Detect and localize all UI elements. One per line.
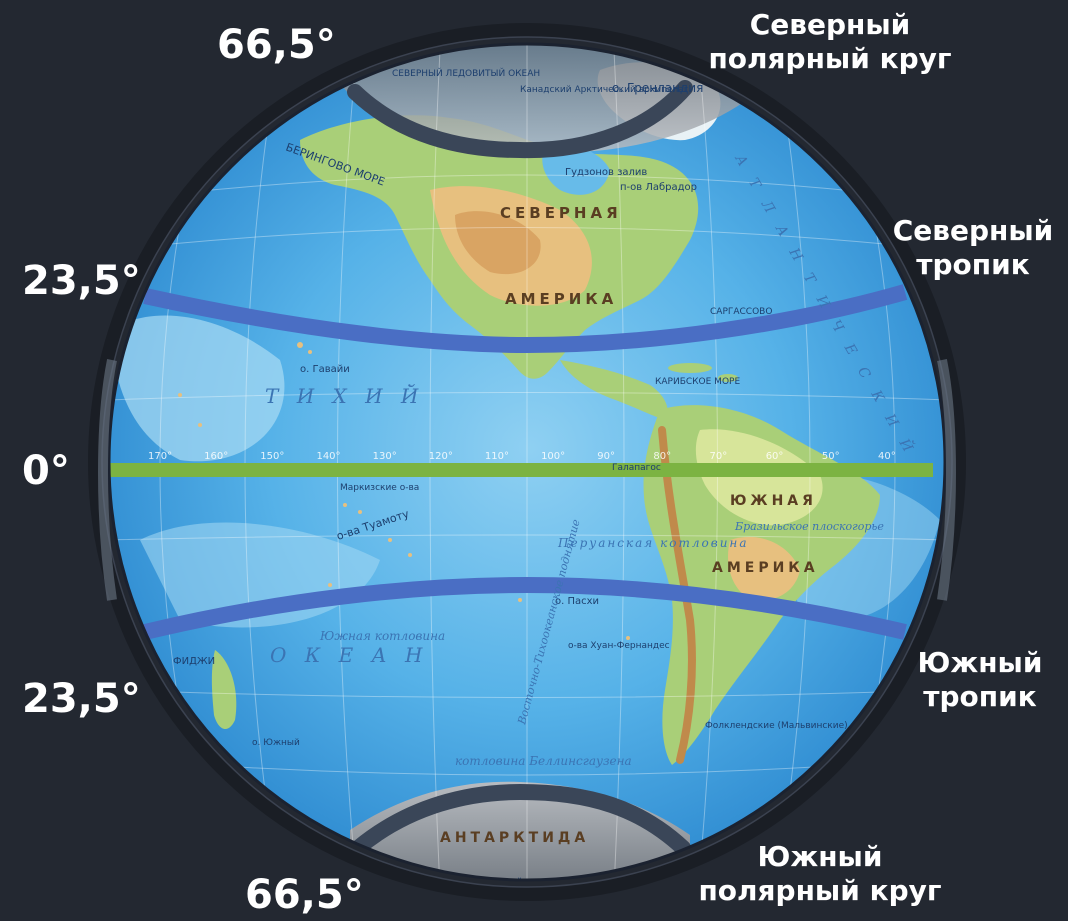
- longitude-label: 70°: [710, 451, 728, 462]
- north-polar-circle-label-line1: Северный: [749, 8, 911, 41]
- degree-label-equator: 0°: [22, 448, 70, 494]
- south-tropic-label: Южный тропик: [900, 646, 1060, 713]
- north-america-label-1: СЕВЕРНАЯ: [500, 204, 622, 222]
- bellingshausen-label: котловина Беллинсгаузена: [455, 754, 632, 768]
- greenland-label: о. Гренландия: [612, 81, 703, 95]
- south-polar-circle-label-line1: Южный: [757, 840, 883, 873]
- longitude-labels: 170° 160° 150° 140° 130° 120° 110° 100° 90° 80° 70…: [148, 451, 896, 462]
- fiji-label: ФИДЖИ: [173, 656, 215, 667]
- north-polar-circle-label: Северный полярный круг: [700, 8, 960, 75]
- equator-line: [109, 463, 933, 477]
- galapagos-label: Галапагос: [612, 463, 661, 473]
- north-america-label-2: АМЕРИКА: [505, 290, 617, 308]
- hawaii-label: о. Гавайи: [300, 364, 350, 375]
- north-tropic-label-line1: Северный: [892, 214, 1054, 247]
- canadian-archipelago-label: Канадский Арктический архипелаг: [520, 85, 689, 95]
- longitude-label: 160°: [204, 451, 228, 462]
- longitude-label: 90°: [597, 451, 615, 462]
- hudson-bay-label: Гудзонов залив: [565, 167, 647, 178]
- juan-fernandez-label: о-ва Хуан-Фернандес: [568, 641, 670, 651]
- south-tropic-label-line2: тропик: [923, 679, 1037, 713]
- longitude-label: 100°: [541, 451, 565, 462]
- north-polar-circle-label-line2: полярный круг: [708, 41, 952, 75]
- pacific-label-1: Т И Х И Й: [265, 383, 424, 408]
- south-tropic-band: [143, 576, 907, 640]
- longitude-label: 110°: [485, 451, 509, 462]
- degree-label-north-tropic: 23,5°: [22, 258, 141, 304]
- north-tropic-label-line2: тропик: [916, 247, 1030, 281]
- longitude-label: 40°: [878, 451, 896, 462]
- longitude-label: 140°: [316, 451, 340, 462]
- south-tropic-label-line1: Южный: [917, 646, 1043, 679]
- longitude-label: 170°: [148, 451, 172, 462]
- antarctica-label: АНТАРКТИДА: [440, 830, 589, 846]
- arctic-ocean-label: СЕВЕРНЫЙ ЛЕДОВИТЫЙ ОКЕАН: [392, 67, 540, 79]
- labrador-label: п-ов Лабрадор: [620, 182, 697, 193]
- south-polar-circle-band: [350, 783, 691, 856]
- south-polar-circle-label-line2: полярный круг: [698, 873, 942, 907]
- southern-basin-label: Южная котловина: [319, 629, 445, 643]
- south-america-label-1: ЮЖНАЯ: [730, 493, 817, 509]
- degree-label-south-tropic: 23,5°: [22, 676, 141, 722]
- falklands-label: Фолклендские (Мальвинские) о-ва: [705, 721, 870, 731]
- north-polar-circle-band: [347, 80, 693, 159]
- longitude-label: 80°: [653, 451, 671, 462]
- south-america-label-2: АМЕРИКА: [712, 560, 819, 576]
- north-tropic-band: [143, 284, 908, 354]
- north-tropic-label: Северный тропик: [878, 214, 1068, 281]
- longitude-label: 60°: [766, 451, 784, 462]
- degree-label-bottom-polar: 66,5°: [245, 872, 364, 918]
- longitude-label: 150°: [260, 451, 284, 462]
- pacific-label-2: О К Е А Н: [270, 643, 429, 667]
- caribbean-label: КАРИБСКОЕ МОРЕ: [655, 377, 740, 387]
- marquesas-label: Маркизские о-ва: [340, 483, 419, 493]
- easter-island-label: о. Пасхи: [555, 596, 599, 607]
- brazil-plateau-label: Бразильское плоскогорье: [734, 520, 884, 533]
- longitude-label: 120°: [429, 451, 453, 462]
- peru-basin-label: Перуанская котловина: [557, 536, 748, 550]
- south-polar-circle-label: Южный полярный круг: [685, 840, 955, 907]
- longitude-label: 130°: [373, 451, 397, 462]
- longitude-label: 50°: [822, 451, 840, 462]
- sargasso-label: САРГАССОВО: [710, 307, 772, 317]
- degree-label-top-polar: 66,5°: [217, 22, 336, 68]
- new-zealand-label: о. Южный: [252, 738, 300, 748]
- outer-ring: [88, 23, 966, 901]
